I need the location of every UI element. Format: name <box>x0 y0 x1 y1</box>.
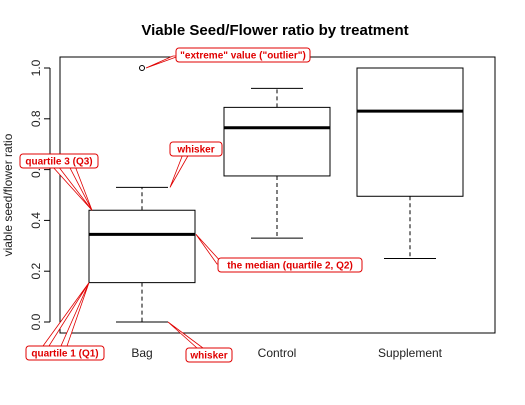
callout-pointer <box>146 56 179 68</box>
annotations-layer: "extreme" value ("outlier") whisker quarti… <box>20 48 362 362</box>
callout-label: whisker <box>176 145 214 156</box>
box-iqr <box>224 107 330 176</box>
y-tick-label: 0.4 <box>29 212 43 229</box>
callout-label: quartile 1 (Q1) <box>31 349 98 360</box>
box-supplement <box>357 68 463 259</box>
box-control <box>224 88 330 238</box>
x-tick-label: Supplement <box>378 346 443 360</box>
y-tick-label: 0.0 <box>29 313 43 330</box>
callout-label: the median (quartile 2, Q2) <box>227 261 353 272</box>
x-tick-label: Bag <box>131 346 152 360</box>
x-axis: Bag Control Supplement <box>131 346 442 360</box>
callout-pointer <box>168 322 203 348</box>
box-bag <box>89 66 195 323</box>
boxes-layer <box>89 66 463 323</box>
annotation-callout: whisker <box>168 322 232 362</box>
y-tick-label: 1.0 <box>29 59 43 76</box>
y-axis: 0.00.20.40.60.81.0 <box>29 59 50 330</box>
callout-pointer <box>170 154 189 187</box>
y-tick-label: 0.8 <box>29 110 43 127</box>
callout-label: quartile 3 (Q3) <box>25 157 92 168</box>
annotation-callout: whisker <box>170 142 222 187</box>
annotation-callout: "extreme" value ("outlier") <box>146 48 310 68</box>
y-tick-label: 0.2 <box>29 263 43 280</box>
chart-title: Viable Seed/Flower ratio by treatment <box>141 22 408 39</box>
annotation-callout: the median (quartile 2, Q2) <box>196 234 362 272</box>
callout-label: whisker <box>189 351 227 362</box>
callout-label: "extreme" value ("outlier") <box>180 51 306 62</box>
box-iqr <box>357 68 463 196</box>
x-tick-label: Control <box>258 346 297 360</box>
annotation-callout: quartile 3 (Q3) <box>20 154 98 210</box>
callout-pointer <box>61 283 89 346</box>
box-iqr <box>89 210 195 282</box>
outlier-point <box>140 66 145 71</box>
y-axis-label: viable seed/flower ratio <box>1 133 15 256</box>
